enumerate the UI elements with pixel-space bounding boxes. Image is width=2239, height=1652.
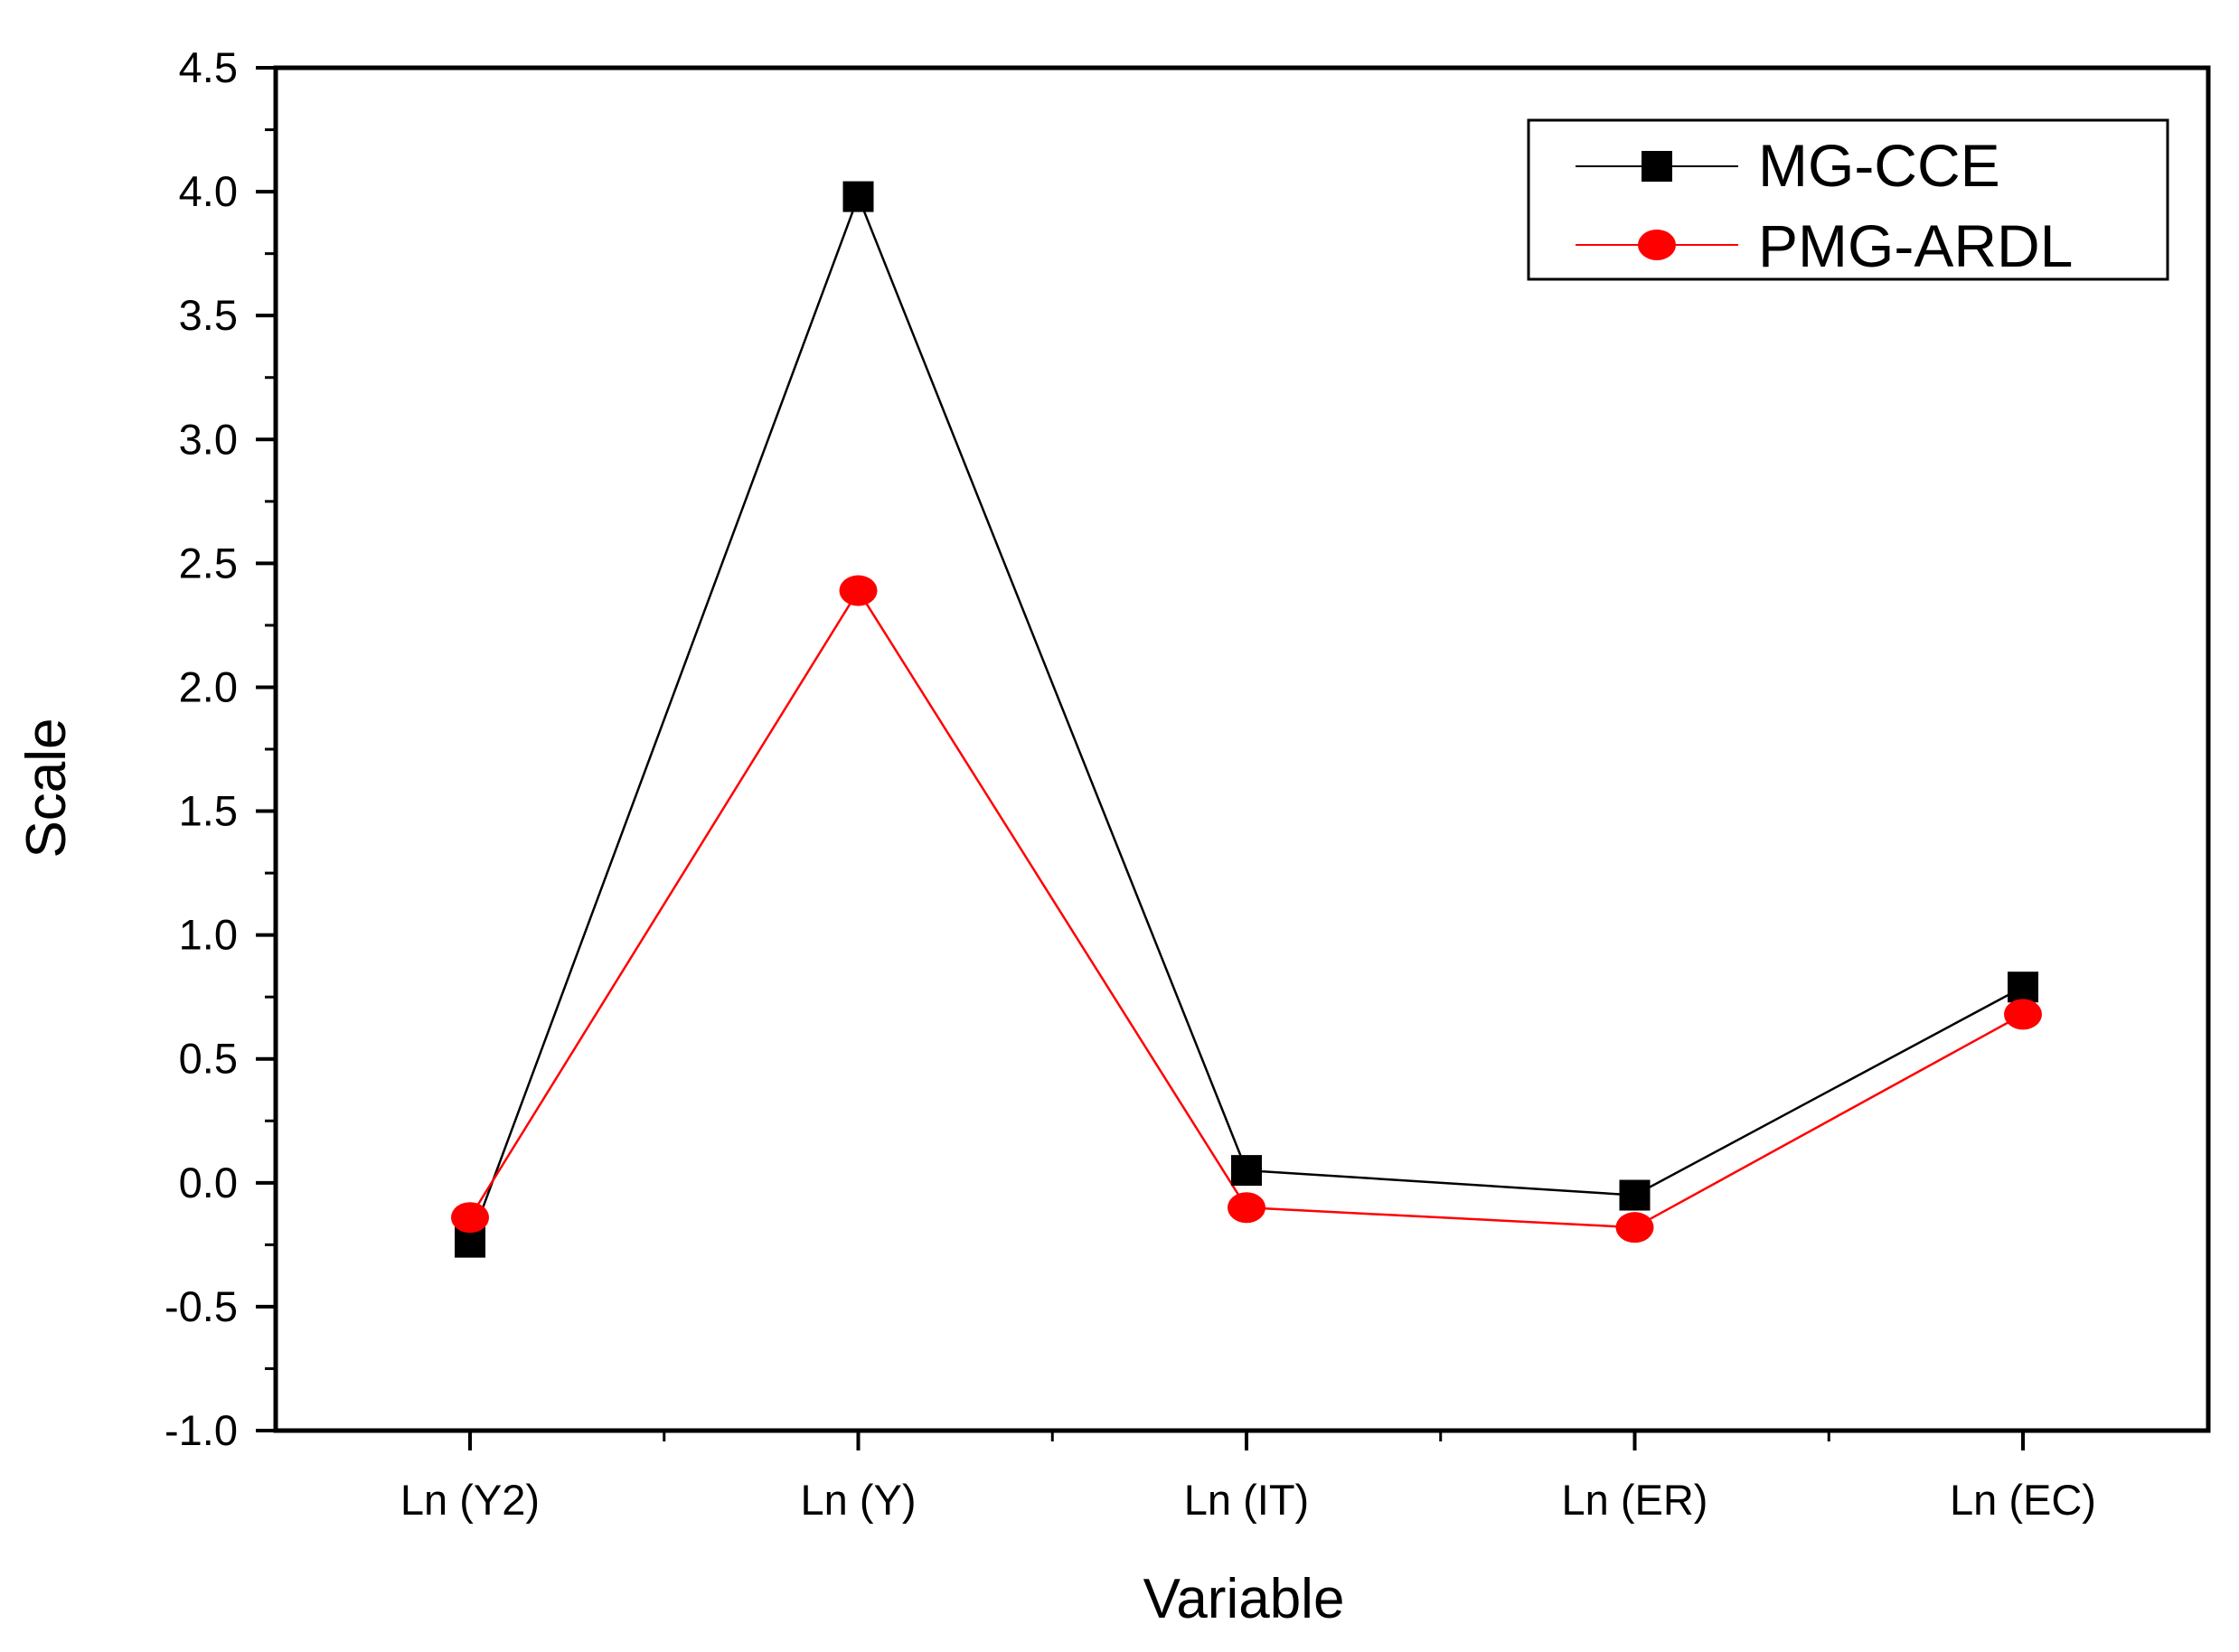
x-tick-label: Ln (ER) xyxy=(1562,1476,1708,1524)
y-tick-label: 3.5 xyxy=(179,291,238,339)
data-point-pmg-ardl xyxy=(1228,1192,1265,1224)
series-line-pmg-ardl xyxy=(468,588,2024,1229)
legend: MG-CCE PMG-ARDL xyxy=(1527,118,2169,281)
x-axis-title: Variable xyxy=(1143,1568,1345,1630)
x-tick-labels: Ln (Y2) Ln (Y) Ln (IT) Ln (ER) Ln (EC) xyxy=(400,1476,2096,1524)
data-point-mg-cce xyxy=(1619,1179,1651,1211)
data-point-mg-cce xyxy=(2008,971,2038,1003)
data-point-pmg-ardl xyxy=(2004,999,2042,1030)
y-tick-label: 2.0 xyxy=(179,662,238,710)
data-point-pmg-ardl xyxy=(839,575,878,606)
legend-marker-pmg-ardl xyxy=(1638,230,1676,260)
y-tick-label: -1.0 xyxy=(165,1406,238,1454)
y-tick-label: 2.5 xyxy=(179,539,238,587)
y-tick-label: 1.0 xyxy=(179,911,238,959)
y-axis-title: Scale xyxy=(15,718,78,858)
y-tick-label: 1.5 xyxy=(179,787,238,835)
data-point-pmg-ardl xyxy=(451,1202,489,1234)
x-tick-label: Ln (EC) xyxy=(1950,1476,2096,1524)
y-tick-label: 4.0 xyxy=(179,167,238,215)
y-tick-label: 0.0 xyxy=(179,1159,238,1206)
legend-label-pmg-ardl: PMG-ARDL xyxy=(1758,212,2073,279)
series-layer xyxy=(451,181,2042,1258)
legend-label-mg-cce: MG-CCE xyxy=(1758,132,2000,199)
y-tick-label: 3.0 xyxy=(179,415,238,463)
x-tick-label: Ln (IT) xyxy=(1184,1476,1309,1524)
data-point-mg-cce xyxy=(1231,1155,1262,1187)
y-tick-labels: -1.0 -0.5 0.0 0.5 1.0 1.5 2.0 2.5 3.0 3.5 4.0 4.5 xyxy=(165,43,238,1454)
x-tick-label: Ln (Y2) xyxy=(400,1476,540,1524)
plot-frame xyxy=(273,65,2211,1433)
y-tick-label: 0.5 xyxy=(179,1035,238,1083)
x-tick-label: Ln (Y) xyxy=(801,1476,917,1524)
y-tick-label: -0.5 xyxy=(165,1282,238,1330)
y-tick-label: 4.5 xyxy=(179,43,238,91)
series-line-mg-cce xyxy=(468,193,2024,1244)
legend-marker-mg-cce xyxy=(1642,151,1672,182)
data-point-mg-cce xyxy=(842,181,874,212)
data-point-pmg-ardl xyxy=(1615,1212,1654,1244)
legend-box xyxy=(1527,118,2169,281)
